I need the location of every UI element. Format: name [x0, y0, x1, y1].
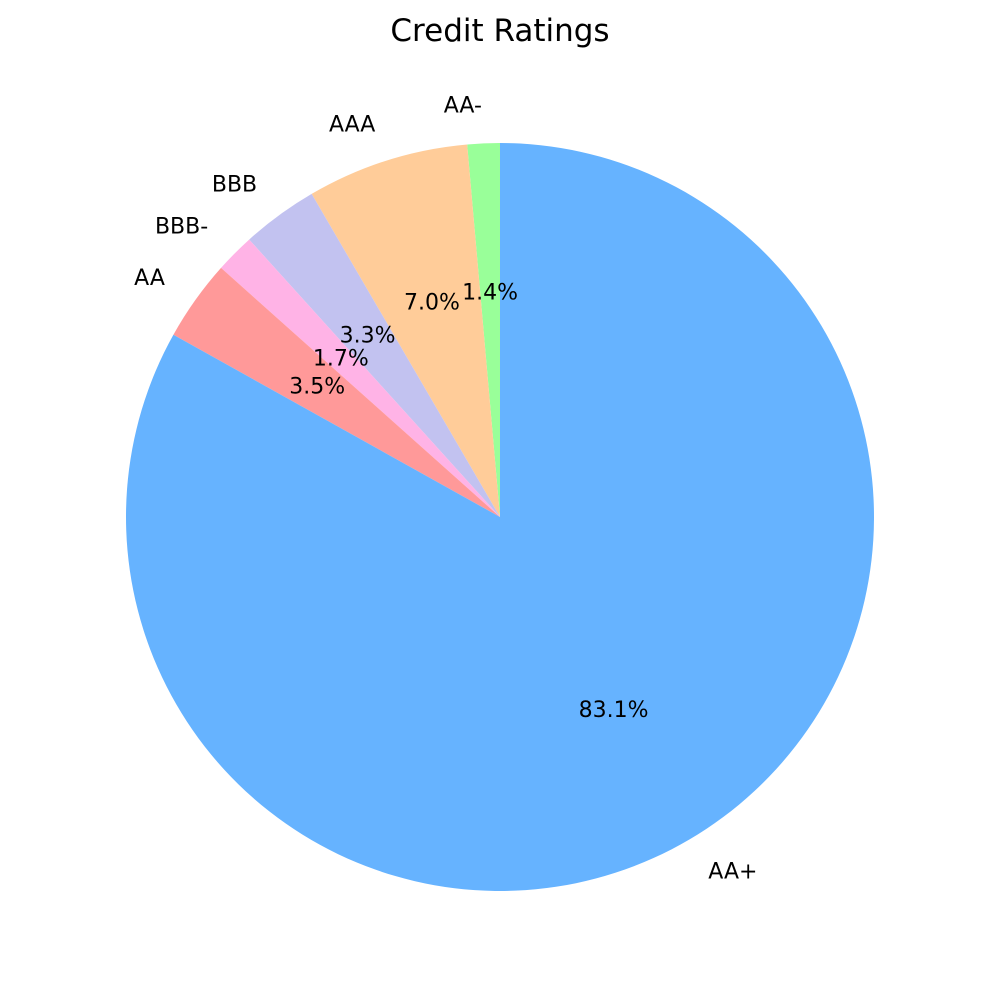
- slices-layer: [125, 143, 874, 891]
- labels-layer: AA- 1.4% AAA 7.0% BBB 3.3% BBB- 1.7% AA 3.5% AA+ 83…: [134, 93, 757, 884]
- pct-label-aa: 3.5%: [289, 374, 345, 399]
- slice-label-aa-plus: AA+: [708, 859, 757, 884]
- slice-label-aaa: AAA: [329, 112, 375, 137]
- pct-label-aaa: 7.0%: [404, 291, 460, 316]
- slice-label-bbb-minus: BBB-: [155, 215, 208, 240]
- pct-label-aa-minus: 1.4%: [462, 280, 518, 305]
- slice-label-aa-minus: AA-: [444, 93, 482, 118]
- pie-slice-bbb-minus: [221, 239, 500, 518]
- pct-label-aa-plus: 83.1%: [579, 698, 649, 723]
- slice-label-aa: AA: [134, 266, 165, 291]
- pie-slice-bbb: [249, 193, 500, 517]
- pct-label-bbb: 3.3%: [340, 323, 396, 348]
- chart-title: Credit Ratings: [390, 13, 609, 49]
- pie-slice-aaa: [311, 144, 500, 517]
- pct-label-bbb-minus: 1.7%: [313, 346, 369, 371]
- pie-slice-aa-minus: [467, 143, 500, 517]
- pie-slice-aa-plus: [125, 143, 874, 891]
- slice-label-bbb: BBB: [212, 172, 257, 197]
- pie-slice-aa: [173, 267, 500, 517]
